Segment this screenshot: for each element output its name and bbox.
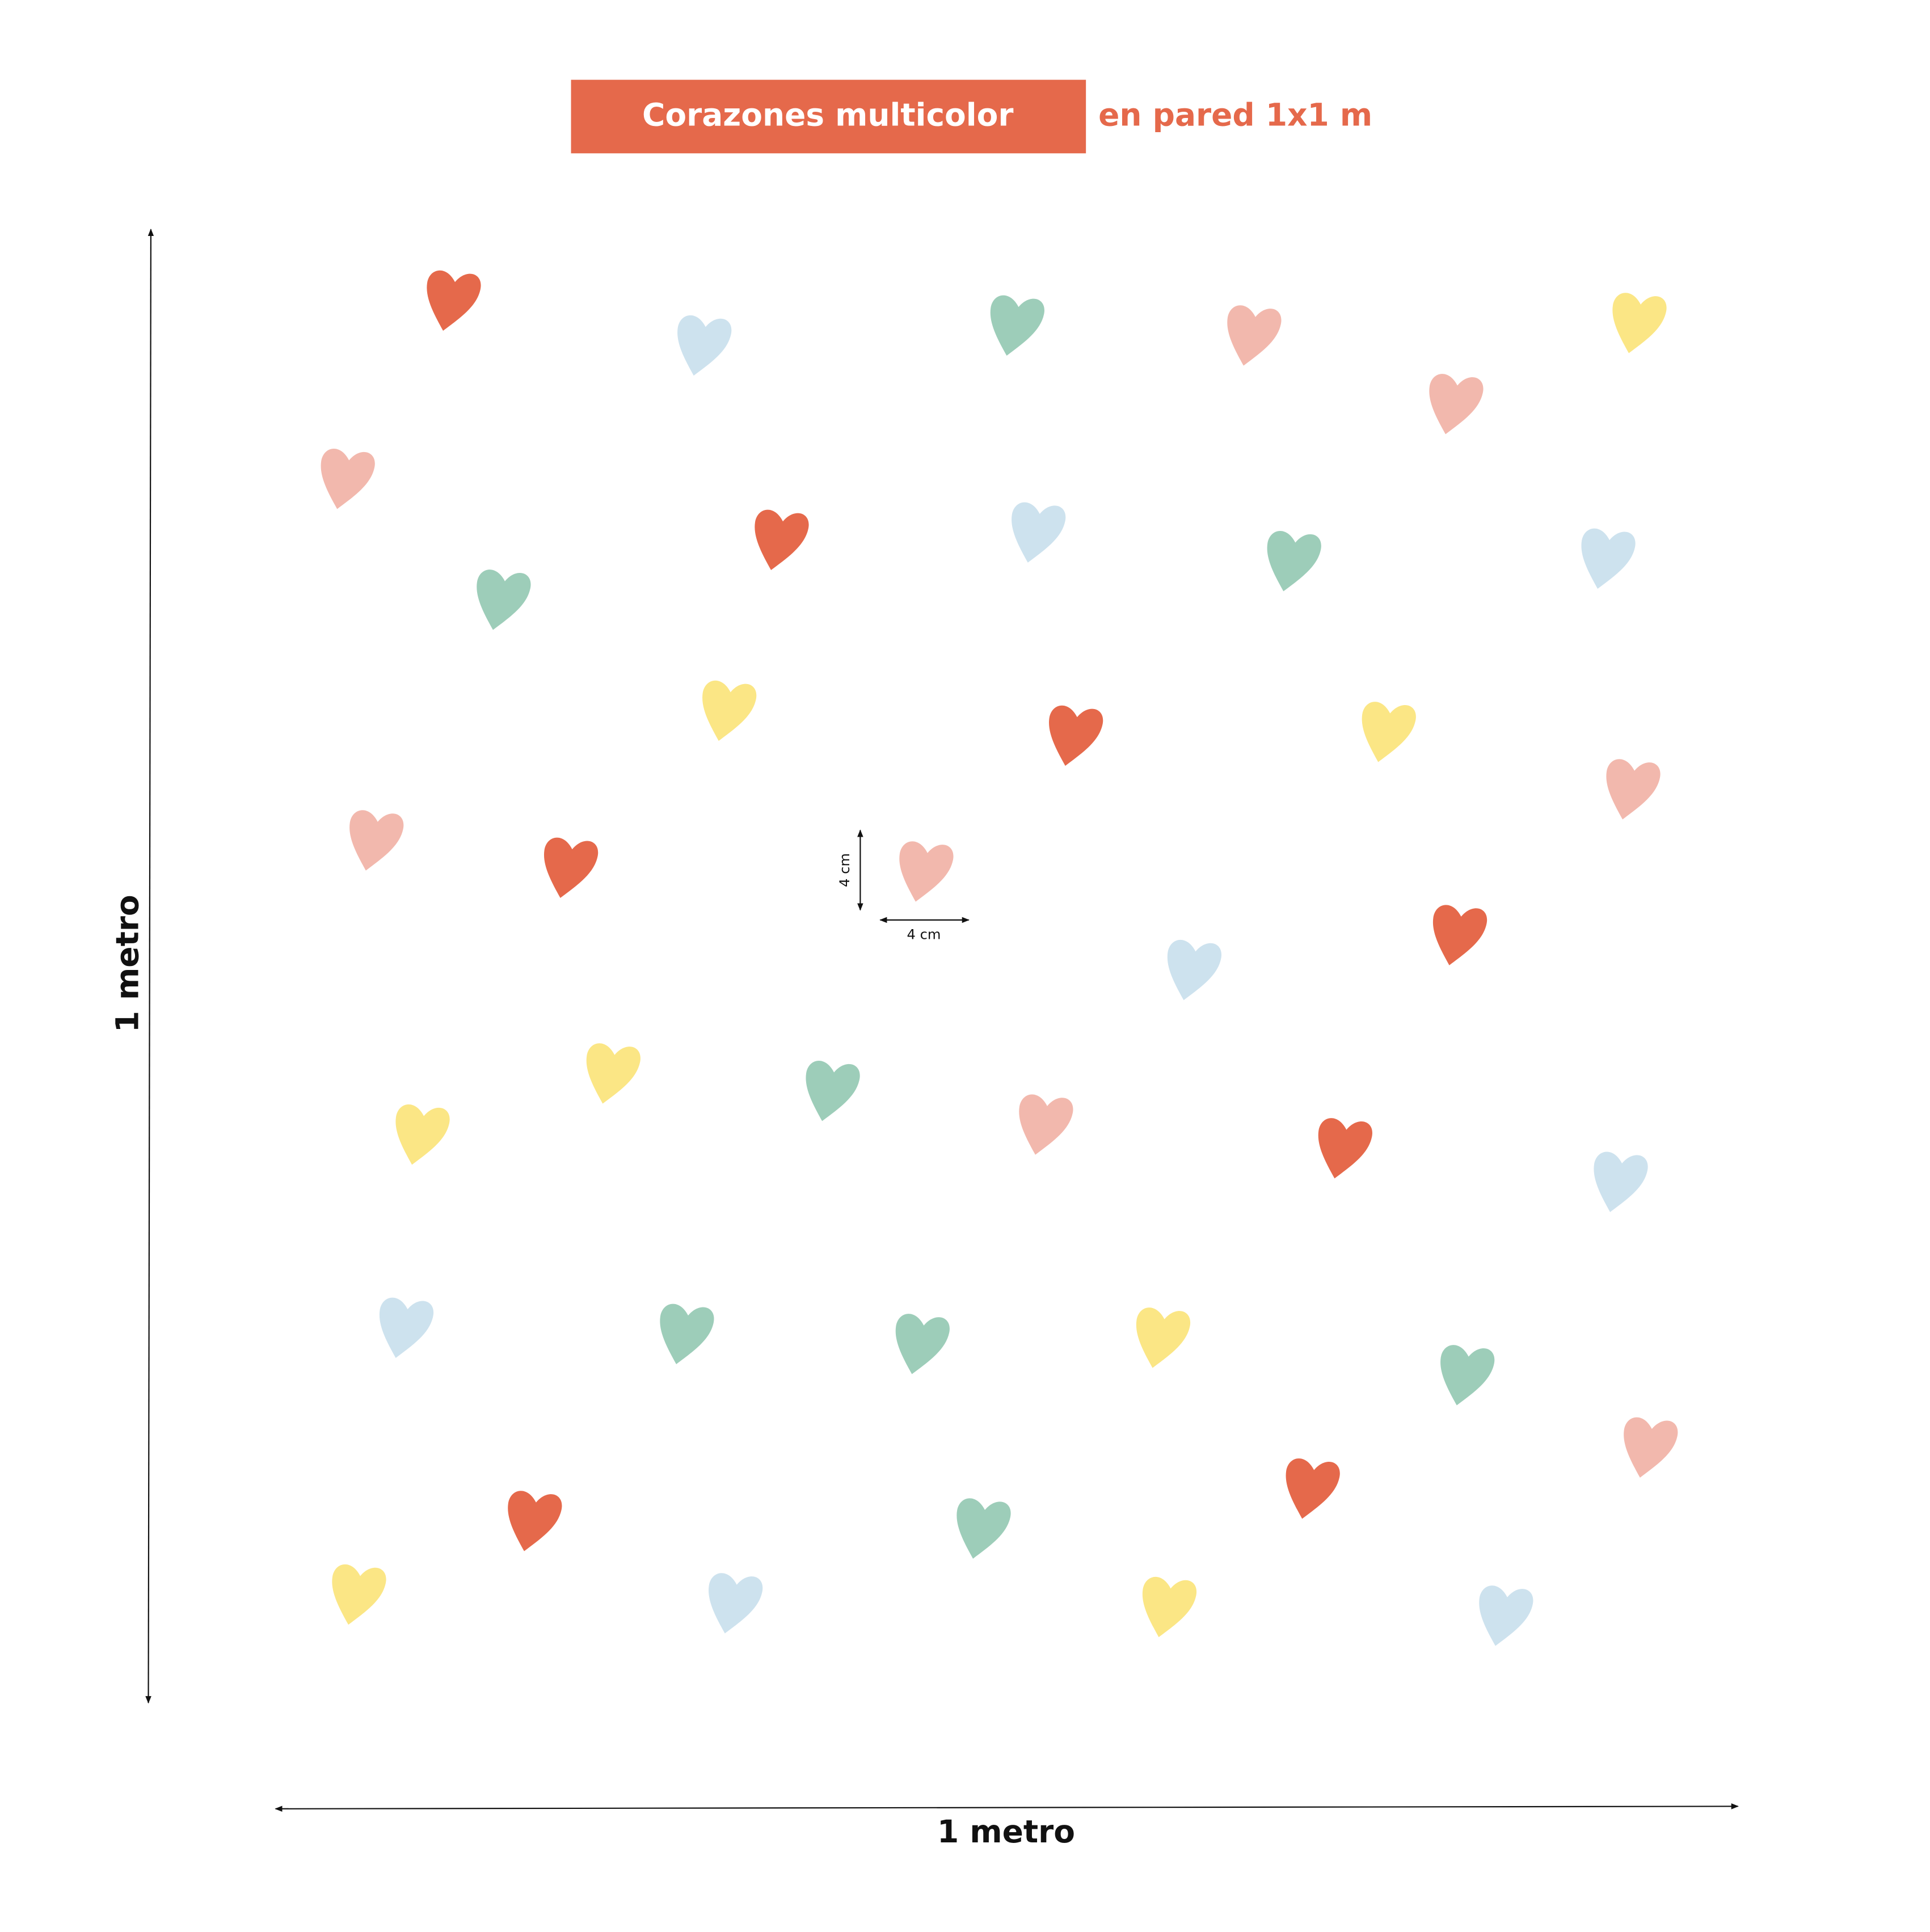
heart (1606, 759, 1661, 820)
hearts (321, 270, 1678, 1646)
heart (395, 1104, 450, 1165)
heart (1362, 702, 1416, 762)
heart (1432, 905, 1487, 965)
heart (1581, 528, 1636, 589)
heart (586, 1043, 640, 1104)
heart (1479, 1585, 1533, 1646)
heart (543, 837, 599, 898)
width-label: 1 metro (937, 1813, 1075, 1850)
heart (806, 1061, 860, 1121)
title-box (571, 79, 1086, 154)
heart (1594, 1151, 1648, 1212)
heart (956, 1498, 1011, 1559)
heart (1167, 939, 1222, 1001)
heart (379, 1297, 434, 1358)
heart (677, 315, 732, 376)
heart (895, 1314, 950, 1374)
height-arrow (145, 229, 154, 1704)
heart (1012, 502, 1066, 563)
subtitle: en pared 1x1 m (1098, 97, 1372, 133)
heart (1440, 1345, 1495, 1406)
title: Corazones multicolor (642, 97, 1013, 133)
heart (899, 841, 954, 902)
heart (1318, 1118, 1372, 1179)
heart (477, 570, 531, 630)
heart (1049, 705, 1103, 766)
heart (702, 680, 757, 741)
heart (349, 810, 404, 871)
heart (1429, 374, 1484, 435)
heart (508, 1491, 562, 1551)
heart (755, 509, 809, 571)
heart (1136, 1307, 1191, 1368)
heart (1227, 305, 1282, 366)
heart (427, 270, 481, 331)
heart (709, 1573, 763, 1634)
heart (1612, 293, 1667, 353)
heart-height-label: 4 cm (837, 853, 853, 887)
heart (1142, 1576, 1197, 1638)
heart-width-label: 4 cm (907, 926, 941, 942)
heart (1267, 531, 1321, 592)
heart (1019, 1094, 1073, 1155)
heart (1624, 1417, 1678, 1478)
height-label: 1 metro (109, 895, 146, 1032)
heart (990, 295, 1044, 356)
heart (1286, 1458, 1340, 1519)
width-arrow (275, 1803, 1739, 1812)
heart (332, 1564, 386, 1625)
heart (660, 1304, 714, 1364)
heart (321, 449, 375, 509)
